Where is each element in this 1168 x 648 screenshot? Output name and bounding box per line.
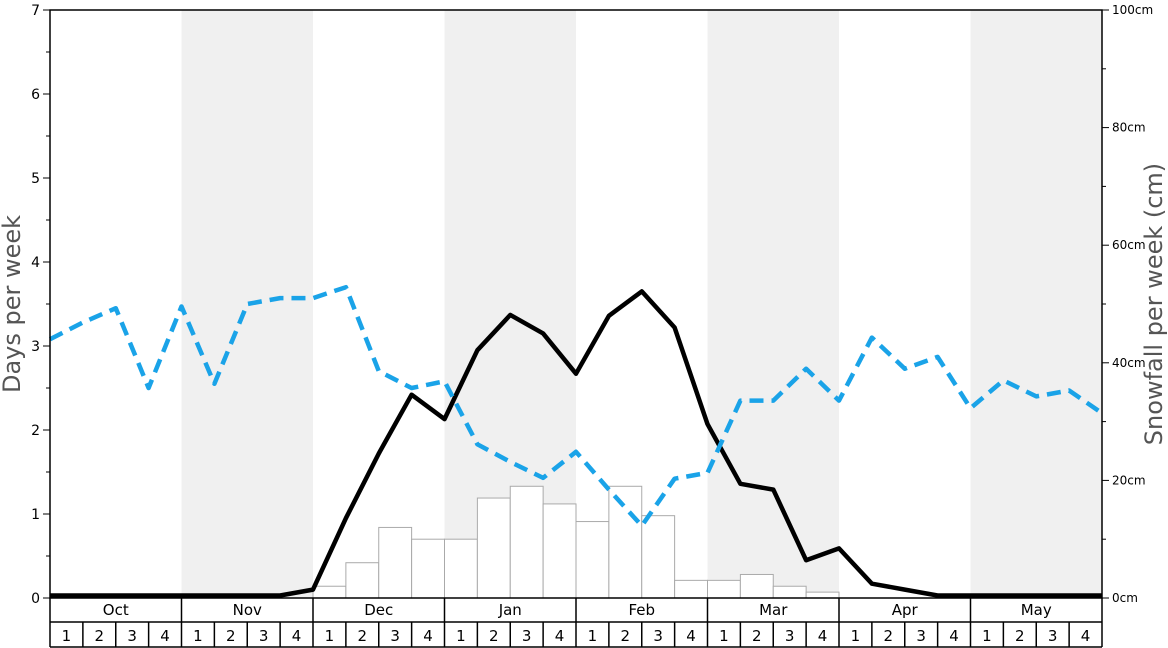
week-label: 1	[719, 627, 729, 645]
snowfall-bar	[476, 497, 511, 599]
month-label: Jan	[498, 601, 522, 619]
right-tick-label: 40cm	[1112, 356, 1146, 370]
week-label: 4	[160, 627, 170, 645]
week-label: 2	[621, 627, 631, 645]
week-label: 2	[489, 627, 499, 645]
snowfall-bar	[575, 521, 610, 599]
week-label: 1	[588, 627, 598, 645]
snowfall-bars	[312, 485, 840, 599]
left-tick-label: 3	[31, 339, 40, 355]
week-label: 3	[653, 627, 663, 645]
month-label: Nov	[233, 601, 262, 619]
month-label: Apr	[892, 601, 919, 619]
week-label: 3	[259, 627, 269, 645]
week-label: 2	[752, 627, 762, 645]
week-label: 2	[884, 627, 894, 645]
left-axis-title: Days per week	[0, 215, 26, 393]
week-label: 4	[423, 627, 433, 645]
right-tick-label: 100cm	[1112, 3, 1153, 17]
week-label: 1	[982, 627, 992, 645]
month-label: Mar	[759, 601, 788, 619]
week-label: 4	[949, 627, 959, 645]
week-label: 1	[456, 627, 466, 645]
snowfall-bar	[509, 485, 544, 599]
series-lines	[48, 284, 1104, 598]
week-label: 2	[358, 627, 368, 645]
snowfall-bar	[378, 526, 413, 599]
week-label: 4	[555, 627, 565, 645]
left-tick-label: 5	[31, 171, 40, 187]
week-label: 4	[292, 627, 302, 645]
shade-nov	[181, 10, 313, 598]
right-tick-label: 20cm	[1112, 473, 1146, 487]
snowfall-bar	[772, 585, 807, 599]
snowfall-bar	[345, 562, 380, 599]
week-label: 3	[390, 627, 400, 645]
week-label: 1	[851, 627, 861, 645]
right-axis-title: Snowfall per week (cm)	[1140, 163, 1168, 445]
right-axis: 0cm 20cm 40cm 60cm 80cm 100cm	[1102, 3, 1153, 605]
month-label: Dec	[364, 601, 393, 619]
shade-may	[970, 10, 1102, 598]
week-label: 2	[226, 627, 236, 645]
month-shading	[181, 10, 1102, 598]
week-label: 3	[127, 627, 137, 645]
right-tick-label: 80cm	[1112, 121, 1146, 135]
dashed-series-line	[48, 284, 1104, 529]
right-tick-label: 60cm	[1112, 238, 1146, 252]
month-axis: Oct 1 2 3 4 Nov 1 2 3 4 Dec 1 2 3 4 Jan 1 2 3 4 Feb 1 2 3 4 Mar 1 2…	[49, 598, 1103, 648]
week-label: 1	[325, 627, 335, 645]
left-tick-label: 0	[31, 591, 40, 607]
snowfall-bar	[312, 585, 347, 599]
week-label: 1	[62, 627, 72, 645]
week-label: 3	[522, 627, 532, 645]
snowfall-bar	[411, 538, 445, 599]
left-tick-label: 4	[31, 255, 40, 271]
left-tick-label: 6	[31, 87, 40, 103]
month-label: Oct	[103, 601, 129, 619]
snowfall-bar	[674, 579, 708, 599]
snowfall-bar	[739, 573, 774, 599]
week-label: 2	[95, 627, 105, 645]
snowfall-bar	[542, 503, 577, 599]
week-label: 3	[785, 627, 795, 645]
left-tick-label: 1	[31, 507, 40, 523]
left-axis: 0 1 2 3 4 5 6 7	[31, 3, 50, 607]
snowfall-bar	[641, 515, 676, 599]
week-label: 3	[916, 627, 926, 645]
week-label: 1	[193, 627, 203, 645]
solid-series-line	[50, 289, 1102, 598]
snowfall-bar	[444, 538, 478, 599]
week-label: 2	[1015, 627, 1025, 645]
week-label: 4	[686, 627, 696, 645]
week-label: 3	[1048, 627, 1058, 645]
month-label: May	[1021, 601, 1052, 619]
snowfall-bar	[707, 579, 741, 599]
shade-mar	[707, 10, 839, 598]
right-tick-label: 0cm	[1112, 591, 1138, 605]
month-label: Feb	[628, 601, 655, 619]
left-tick-label: 7	[31, 3, 40, 19]
snowfall-bar	[805, 591, 840, 599]
week-label: 4	[818, 627, 828, 645]
snowfall-bar	[608, 485, 643, 599]
left-tick-label: 2	[31, 423, 40, 439]
week-label: 4	[1081, 627, 1091, 645]
